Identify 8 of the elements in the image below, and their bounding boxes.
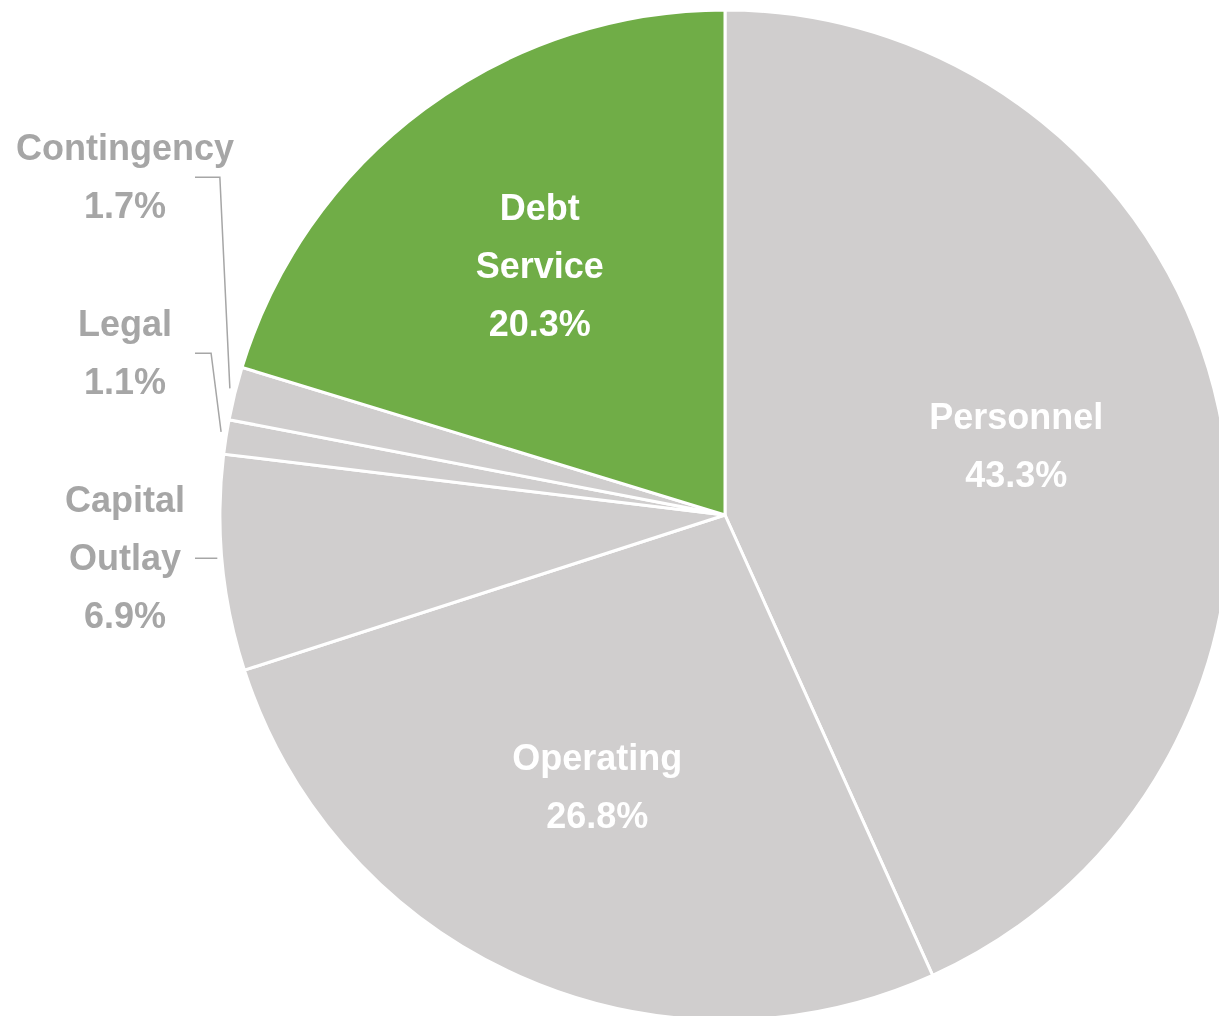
- slice-label: Debt Service: [475, 187, 604, 287]
- data-label: 1.1%: [83, 360, 167, 402]
- data-label: 1.7%: [83, 184, 167, 226]
- slice-label: Legal: [77, 302, 173, 344]
- data-label: 20.3%: [488, 303, 591, 345]
- slice-label: Capital Outlay: [64, 478, 186, 578]
- slice-label: Contingency: [15, 126, 235, 168]
- data-label: 6.9%: [83, 594, 167, 636]
